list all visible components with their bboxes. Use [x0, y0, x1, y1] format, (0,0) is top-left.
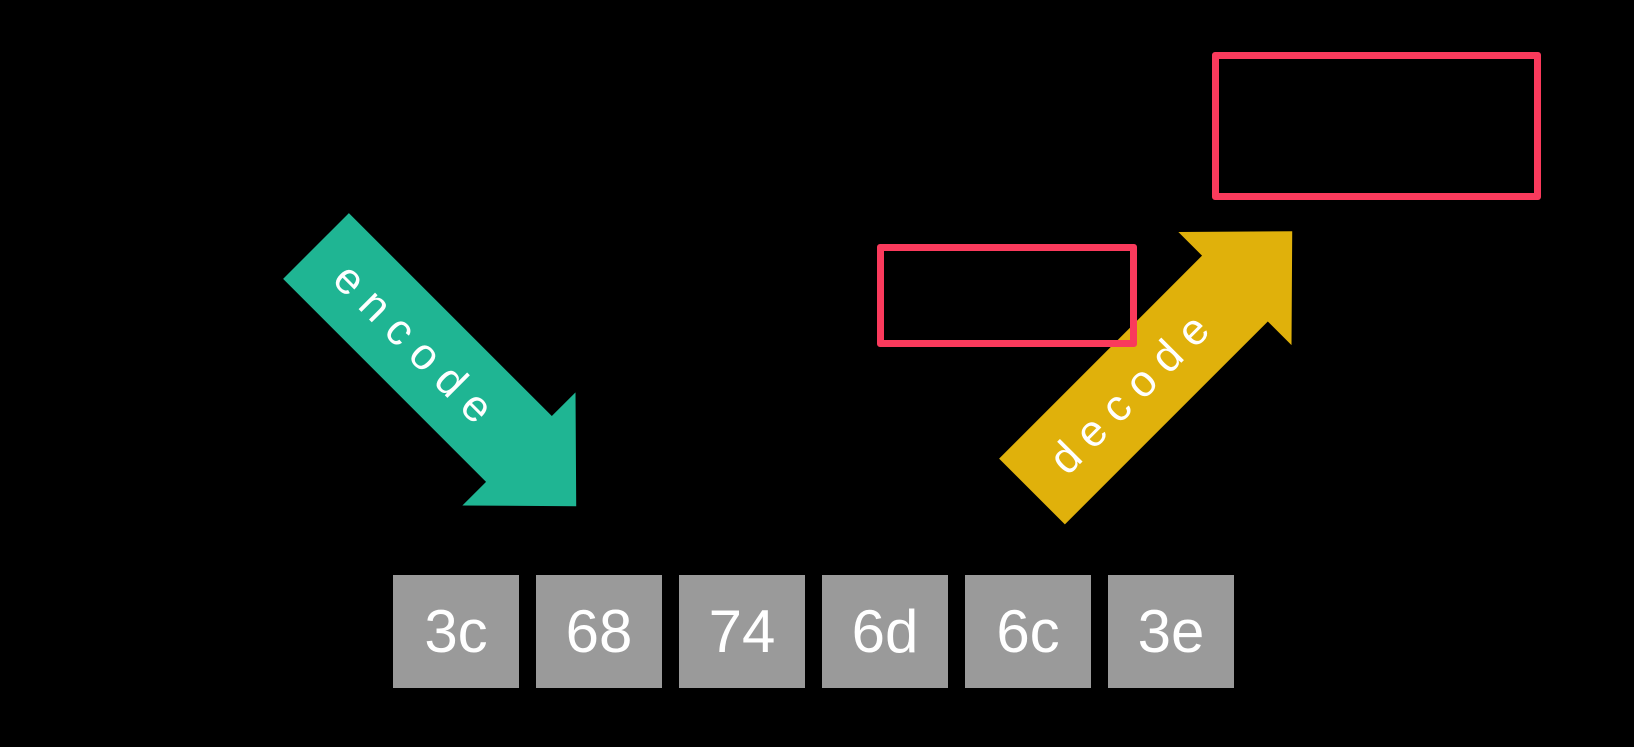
byte-cell: 6d	[822, 575, 948, 688]
byte-cell: 3c	[393, 575, 519, 688]
encode-arrow	[283, 213, 577, 507]
byte-cell: 74	[679, 575, 805, 688]
byte-cell: 68	[536, 575, 662, 688]
byte-cell: 3e	[1108, 575, 1234, 688]
decode-arrow	[999, 231, 1293, 525]
outline-box-middle	[877, 244, 1137, 347]
byte-row: 3c 68 74 6d 6c 3e	[393, 575, 1234, 688]
outline-box-top-right	[1212, 52, 1541, 200]
byte-cell: 6c	[965, 575, 1091, 688]
